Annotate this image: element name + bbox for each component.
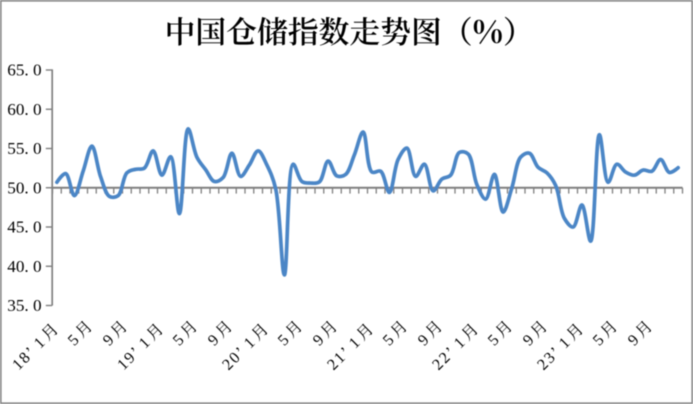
svg-text:55. 0: 55. 0 [7,139,41,158]
svg-text:45. 0: 45. 0 [7,218,41,237]
svg-text:60. 0: 60. 0 [7,100,41,119]
svg-text:65. 0: 65. 0 [7,61,41,80]
svg-text:40. 0: 40. 0 [7,257,41,276]
svg-text:50. 0: 50. 0 [7,178,41,197]
svg-text:35. 0: 35. 0 [7,296,41,315]
